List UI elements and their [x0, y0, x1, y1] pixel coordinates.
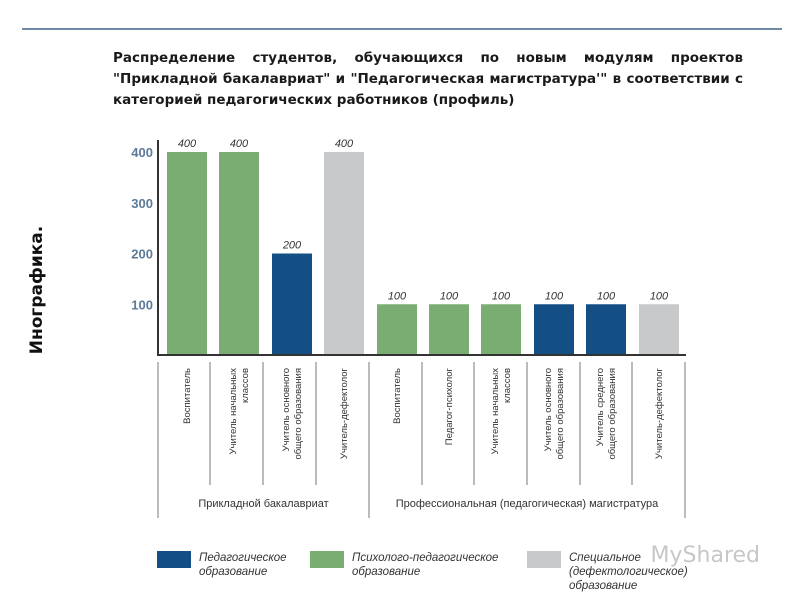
legend-label: Психолого-педагогическое: [352, 552, 498, 564]
y-tick-label: 400: [131, 145, 153, 160]
y-tick-label: 200: [131, 247, 153, 262]
y-tick-label: 100: [131, 297, 153, 312]
bar: [272, 253, 312, 355]
legend-swatch: [310, 551, 344, 568]
bar-value-label: 400: [230, 138, 249, 150]
category-label: Учитель основного: [281, 368, 292, 451]
category-label: общего образования: [555, 368, 566, 460]
bar: [219, 152, 259, 355]
category-label: Воспитатель: [182, 368, 193, 424]
legend-swatch: [527, 551, 561, 568]
bar-value-label: 400: [335, 138, 354, 150]
bar: [534, 304, 574, 355]
bar: [377, 304, 417, 355]
legend-swatch: [157, 551, 191, 568]
category-label: Учитель среднего: [595, 368, 606, 446]
bar: [481, 304, 521, 355]
bar-value-label: 100: [440, 290, 459, 302]
bar: [639, 304, 679, 355]
bar-value-label: 100: [492, 290, 511, 302]
legend-label: Специальное: [569, 552, 641, 564]
category-label: Учитель-дефектолог: [654, 367, 665, 459]
category-label: классов: [502, 368, 513, 403]
category-label: Воспитатель: [392, 368, 403, 424]
legend-label: образование: [199, 566, 267, 578]
bar: [167, 152, 207, 355]
category-label: общего образования: [607, 368, 618, 460]
bar: [429, 304, 469, 355]
bar-value-label: 100: [388, 290, 407, 302]
top-rule: [22, 28, 782, 30]
category-label: Учитель начальных: [228, 368, 239, 455]
bar: [324, 152, 364, 355]
legend-label: (дефектологическое): [569, 566, 688, 578]
chart-title: Распределение студентов, обучающихся по …: [113, 50, 743, 108]
legend-label: Педагогическое: [199, 552, 287, 564]
y-tick-label: 300: [131, 196, 153, 211]
watermark-text: MyShared: [651, 543, 760, 568]
bar-value-label: 100: [545, 290, 564, 302]
bar-value-label: 400: [178, 138, 197, 150]
bar-value-label: 100: [650, 290, 669, 302]
category-label: Учитель-дефектолог: [339, 367, 350, 459]
group-label: Прикладной бакалавриат: [198, 498, 328, 510]
category-label: Педагог-психолог: [444, 367, 455, 445]
legend-label: образование: [569, 580, 637, 592]
category-label: Учитель начальных: [490, 368, 501, 455]
category-label: общего образования: [293, 368, 304, 460]
category-label: Учитель основного: [543, 368, 554, 451]
legend-label: образование: [352, 566, 420, 578]
bar: [586, 304, 626, 355]
group-label: Профессиональная (педагогическая) магист…: [396, 498, 659, 510]
bar-value-label: 100: [597, 290, 616, 302]
bar-value-label: 200: [282, 240, 302, 252]
category-label: классов: [240, 368, 251, 403]
